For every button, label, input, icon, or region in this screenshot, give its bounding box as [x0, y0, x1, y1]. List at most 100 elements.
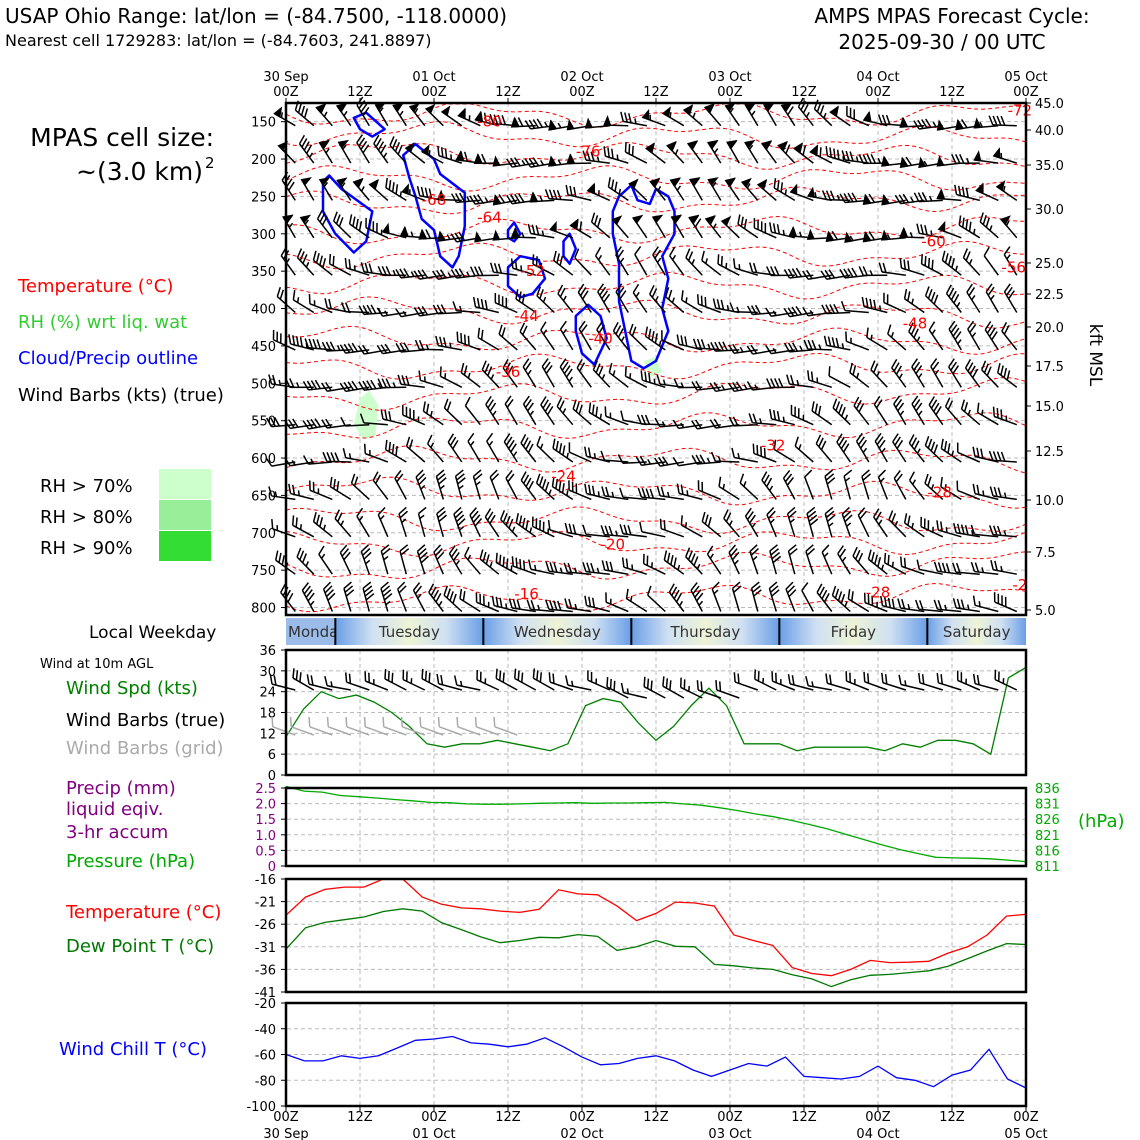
barb-full-flag [524, 158, 532, 168]
wind-barb [701, 511, 722, 538]
barb-full-flag [474, 716, 477, 727]
barb-full-flag [868, 193, 876, 203]
barb-full-flag [791, 306, 799, 316]
wind-barb [913, 192, 943, 203]
barb-full-flag [592, 360, 598, 371]
barb-staff [659, 383, 684, 389]
barb-full-flag [380, 144, 387, 154]
barb-full-flag [955, 153, 961, 164]
barb-full-flag [360, 103, 368, 113]
barb-full-flag [897, 598, 902, 609]
barb-full-flag [417, 269, 425, 279]
barb-full-flag [614, 181, 618, 192]
barb-half-flag [680, 382, 684, 388]
barb-full-flag [841, 150, 846, 161]
barb-full-flag [358, 345, 365, 355]
barb-half-flag [698, 600, 704, 606]
barb-half-flag [488, 440, 494, 447]
barb-full-flag [479, 111, 484, 122]
barb-full-flag [772, 409, 777, 420]
barb-full-flag [532, 668, 536, 679]
legend-precip: Precip (mm) [66, 778, 176, 799]
barb-full-flag [281, 555, 285, 566]
barb-full-flag [332, 211, 338, 222]
barb-full-flag [356, 507, 364, 517]
barb-full-flag [479, 671, 482, 682]
barb-full-flag [993, 486, 998, 497]
barb-full-flag [680, 484, 684, 495]
wind-barb [936, 672, 962, 691]
wind-barb [769, 222, 795, 239]
barb-half-flag [296, 382, 300, 388]
barb-full-flag [701, 511, 706, 522]
barb-full-flag [951, 154, 957, 164]
barb-full-flag [391, 182, 395, 193]
barb-full-flag [477, 153, 483, 164]
wind-barb [820, 269, 851, 280]
barb-full-flag [757, 671, 760, 682]
barb-full-flag [403, 342, 410, 352]
barb-full-flag [595, 363, 601, 373]
barb-full-flag [498, 294, 500, 305]
wind-barb [479, 549, 500, 575]
barb-staff [789, 383, 814, 389]
barb-half-flag [743, 481, 747, 487]
wind-barb [786, 506, 797, 538]
barb-full-flag [960, 119, 968, 129]
wind-barb [300, 177, 315, 201]
barb-half-flag [651, 562, 653, 568]
barb-full-flag [825, 190, 832, 201]
barb-half-flag [877, 157, 881, 164]
wind-barb [443, 398, 463, 426]
wind-barb [823, 335, 851, 351]
barb-staff [382, 311, 407, 317]
barb-full-flag [644, 326, 649, 337]
barb-full-flag [816, 583, 823, 593]
barb-full-flag [853, 396, 860, 407]
barb-full-flag [847, 589, 851, 600]
barb-full-flag [273, 416, 281, 427]
barb-full-flag [960, 399, 966, 410]
barb-staff [271, 683, 296, 691]
wind-barb [632, 283, 648, 313]
barb-full-flag [556, 253, 561, 264]
barb-staff [326, 349, 351, 352]
barb-full-flag [965, 187, 969, 198]
barb-full-flag [902, 193, 910, 203]
barb-staff [464, 555, 481, 575]
barb-full-flag [578, 362, 586, 372]
wind-barb [704, 215, 722, 239]
barb-full-flag [502, 672, 505, 683]
barb-full-flag [487, 399, 494, 409]
wind-barb [395, 342, 425, 353]
barb-full-flag [663, 550, 668, 561]
wind-barb [329, 476, 352, 501]
barb-half-flag [796, 379, 800, 386]
barb-full-flag [328, 298, 332, 309]
barb-full-flag [322, 140, 330, 150]
barb-half-flag [784, 189, 787, 195]
barb-half-flag [1003, 530, 1007, 537]
wind-barb [672, 457, 703, 467]
barb-full-flag [956, 523, 961, 534]
barb-full-flag [437, 510, 446, 519]
kft-tick-label: 5.0 [1035, 604, 1056, 619]
barb-full-flag [917, 192, 924, 202]
barb-full-flag [372, 471, 379, 481]
bottom-hour-label: 12Z [939, 1110, 965, 1125]
barb-full-flag [690, 553, 696, 563]
barb-half-flag [828, 522, 834, 527]
barb-full-flag [280, 583, 287, 593]
barb-full-flag [312, 481, 315, 492]
barb-full-flag [956, 598, 961, 609]
barb-half-flag [571, 680, 574, 687]
barb-full-flag [436, 506, 445, 515]
wind-barb [322, 451, 351, 463]
barb-full-flag [413, 410, 415, 420]
barb-full-flag [718, 681, 722, 692]
temperature-contour-label: -44 [514, 307, 539, 325]
wind-barb [753, 218, 777, 239]
barb-staff [318, 553, 333, 575]
barb-full-flag [770, 548, 779, 556]
